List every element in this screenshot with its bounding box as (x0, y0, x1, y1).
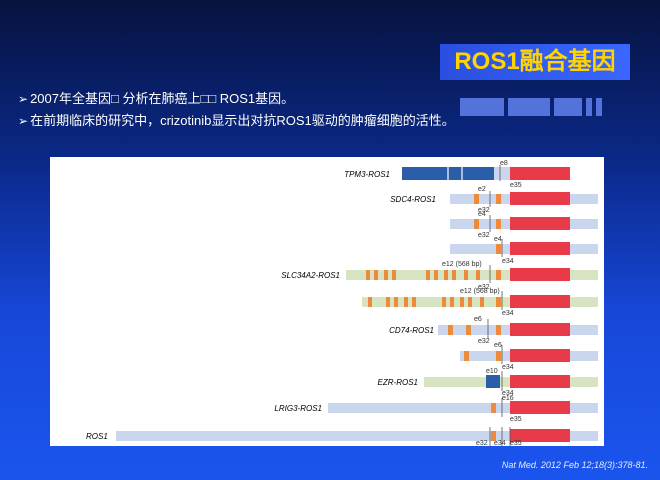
exon-label: e35 (510, 416, 522, 423)
fusion-row-ros1-wildtype: ROS1 e32 e34 e35 (86, 427, 598, 447)
fusion-name: TPM3-ROS1 (344, 170, 390, 179)
exon-label: e2 (478, 186, 486, 193)
exon-label: e34 (502, 390, 514, 397)
fusion-row-cd74-variant: e6 e34 (460, 342, 598, 371)
fusion-row-sdc4-variant: e4 e32 (450, 211, 598, 239)
exon-label: e35 (510, 182, 522, 189)
exon-label: e34 (502, 258, 514, 265)
exon-label: e35 (510, 440, 522, 446)
exon-label: e32 (478, 284, 490, 291)
exon-label: e32 (478, 232, 490, 239)
decorative-bar (596, 98, 602, 116)
fusion-row-sdc4-variant: e4 e34 (450, 236, 598, 265)
fusion-name: CD74-ROS1 (389, 326, 434, 335)
exon-label: e12 (568 bp) (442, 261, 482, 268)
fusion-name: EZR-ROS1 (378, 378, 418, 387)
fusion-diagram-svg: TPM3-ROS1 e8 e35 SDC4-ROS1 e2 e32 e4 e32… (86, 160, 598, 447)
fusion-row-lrig3-ros1: LRIG3-ROS1 e16 e35 (274, 395, 598, 423)
decorative-bar (586, 98, 592, 116)
bullet-item: ➢ 2007年全基因□ 分析在肺癌上□□ ROS1基因。 (18, 88, 578, 110)
decorative-bar (508, 98, 550, 116)
exon-label: e34 (502, 364, 514, 371)
fusion-name: SDC4-ROS1 (390, 195, 436, 204)
exon-label: e34 (502, 310, 514, 317)
exon-label: e32 (478, 207, 490, 214)
fusion-row-tpm3-ros1: TPM3-ROS1 e8 e35 (344, 160, 570, 189)
slide-title: ROS1融合基因 (440, 44, 630, 80)
exon-label: e32 (478, 338, 490, 345)
exon-label: e34 (494, 440, 506, 446)
fusion-name: LRIG3-ROS1 (274, 404, 322, 413)
exon-label: e12 (568 bp) (460, 288, 500, 295)
exon-label: e6 (474, 316, 482, 323)
decorative-bar (460, 98, 504, 116)
exon-label: e32 (476, 440, 488, 446)
exon-label: e16 (502, 395, 514, 402)
arrow-bullet-icon: ➢ (18, 92, 29, 106)
exon-label: e4 (494, 236, 502, 243)
fusion-row-cd74-ros1: CD74-ROS1 e6 e32 (389, 316, 598, 345)
fusion-row-slc34a2-ros1: SLC34A2-ROS1 e12 (568 bp) e32 (281, 261, 598, 291)
fusion-row-ezr-ros1: EZR-ROS1 e10 e34 (378, 368, 598, 397)
arrow-bullet-icon: ➢ (18, 114, 29, 128)
exon-label: e4 (478, 211, 486, 218)
citation: Nat Med. 2012 Feb 12;18(3):378-81. (501, 460, 648, 470)
fusion-row-slc34a2-variant: e12 (568 bp) e34 (362, 288, 598, 317)
bullet-item: ➢ 在前期临床的研究中，crizotinib显示出对抗ROS1驱动的肿瘤细胞的活性… (18, 110, 578, 132)
fusion-row-sdc4-ros1: SDC4-ROS1 e2 e32 (390, 186, 598, 214)
exon-label: e6 (494, 342, 502, 349)
fusion-diagram-figure: TPM3-ROS1 e8 e35 SDC4-ROS1 e2 e32 e4 e32… (50, 157, 604, 447)
ros1-kinase-domain (510, 167, 570, 180)
exon-label: e10 (486, 368, 498, 375)
bullet-text: 在前期临床的研究中，crizotinib显示出对抗ROS1驱动的肿瘤细胞的活性。 (30, 113, 455, 128)
fusion-name: ROS1 (86, 432, 108, 441)
decorative-bar (554, 98, 582, 116)
bullet-list: ➢ 2007年全基因□ 分析在肺癌上□□ ROS1基因。 ➢ 在前期临床的研究中，c… (18, 88, 578, 132)
fusion-name: SLC34A2-ROS1 (281, 271, 340, 280)
bullet-text: 2007年全基因□ 分析在肺癌上□□ ROS1基因。 (30, 91, 295, 106)
exon-label: e8 (500, 160, 508, 167)
